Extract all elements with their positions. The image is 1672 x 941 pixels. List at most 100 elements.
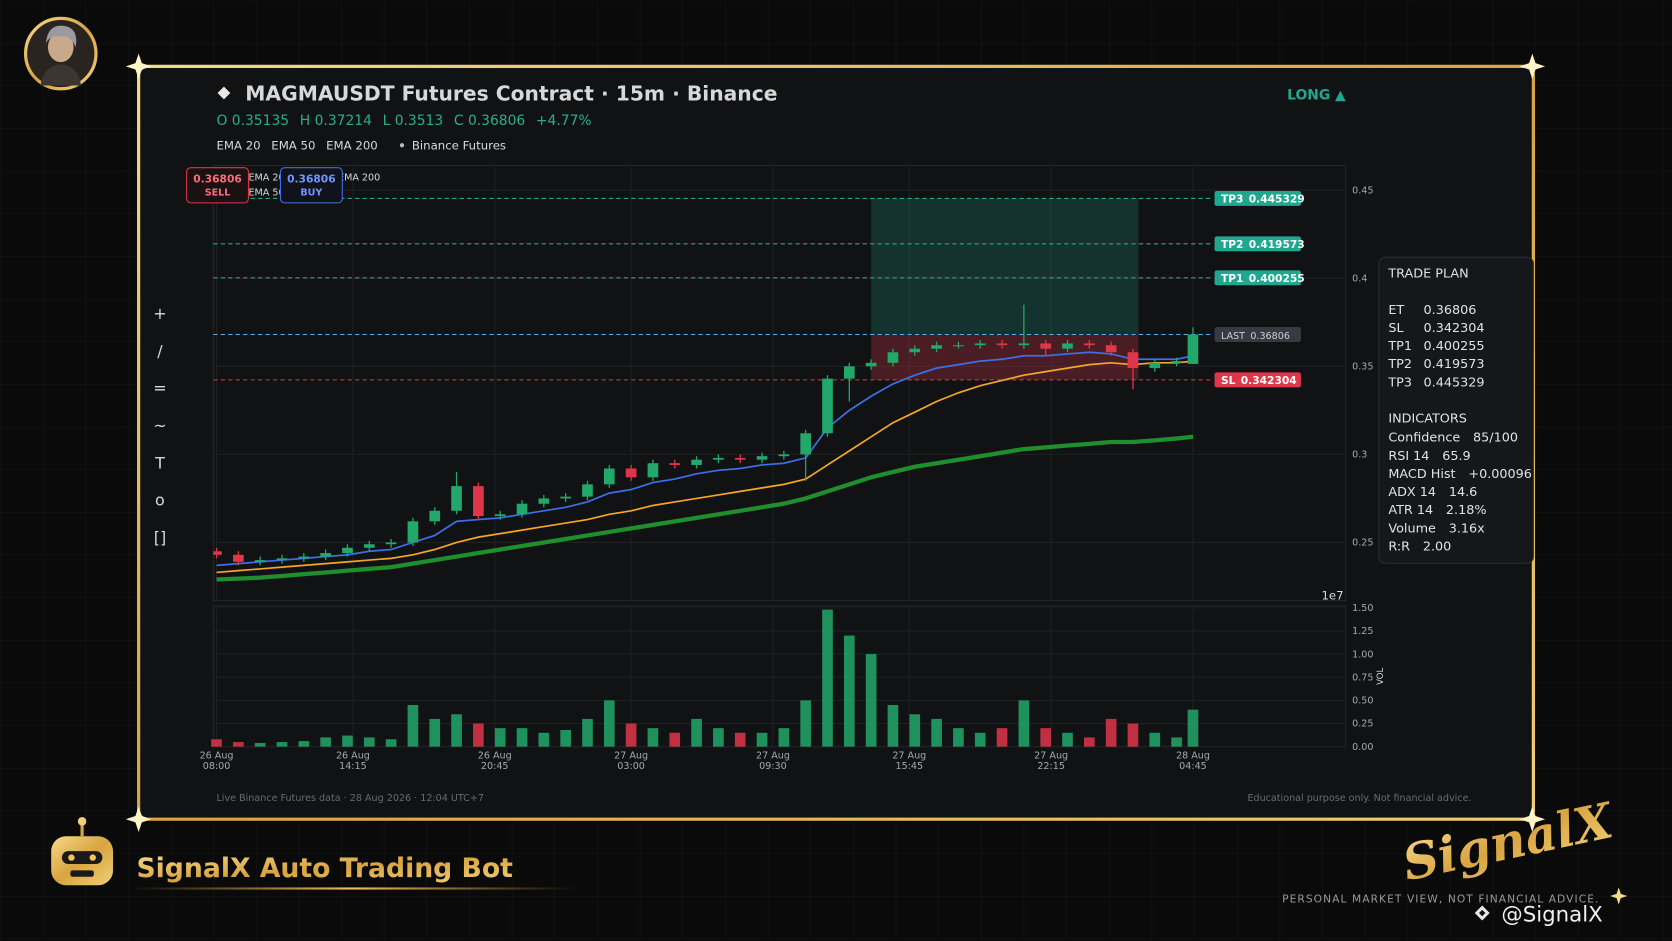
candle-body <box>865 362 877 367</box>
plan-value: 0.445329 <box>1424 375 1485 390</box>
volume-bar <box>603 700 615 747</box>
ema-line <box>216 351 1194 567</box>
candle-body <box>996 343 1008 346</box>
tool-button[interactable]: = <box>153 379 166 398</box>
level-value: 0.342304 <box>1241 374 1297 387</box>
candle-body <box>734 457 746 460</box>
brand-handle: @SignalX <box>1501 903 1602 928</box>
x-tick-label: 04:45 <box>1179 761 1207 772</box>
tool-button[interactable]: o <box>155 491 165 510</box>
plan-label: TP1 <box>1387 339 1412 354</box>
candle-body <box>843 366 855 379</box>
level-tag <box>1214 327 1301 342</box>
candle-body <box>800 433 811 455</box>
price-pane <box>212 164 1347 602</box>
candle-body <box>1149 362 1161 369</box>
buy-button[interactable]: 0.36806 BUY <box>279 167 343 204</box>
plan-label: TP2 <box>1387 357 1412 372</box>
tool-button[interactable]: + <box>153 304 166 323</box>
volume-tick-label: 1.25 <box>1352 626 1373 637</box>
plan-row: TP3 0.445329 <box>1387 375 1484 390</box>
candle-body <box>625 468 637 478</box>
indicator-legend: EMA 20 EMA 50 EMA 200 Binance Futures <box>216 139 506 153</box>
risk-zone <box>871 334 1139 380</box>
candle-body <box>429 510 441 522</box>
y-tick-label: 0.3 <box>1352 450 1367 461</box>
volume-bar <box>1171 737 1182 747</box>
candle-body <box>887 352 899 363</box>
volume-bar <box>887 705 899 747</box>
x-tick-label: 27 Aug <box>756 750 790 761</box>
bot-name: SignalX Auto Trading Bot <box>136 853 513 884</box>
volume-bar <box>1040 728 1052 747</box>
volume-axis-label: VOL <box>1376 667 1386 684</box>
overlay-legend: EMA 20 <box>248 172 284 183</box>
indicator-label: R:R <box>1388 539 1410 554</box>
avatar[interactable] <box>23 16 98 91</box>
axis-offset-label: 1e7 <box>1321 589 1343 603</box>
plan-label: SL <box>1388 321 1404 336</box>
volume-bar <box>778 728 790 747</box>
indicator-label: Confidence <box>1388 431 1460 446</box>
sell-button[interactable]: 0.36806 SELL <box>186 167 249 204</box>
indicator-row: ATR 14 2.18% <box>1388 503 1486 518</box>
candle-body <box>778 454 790 457</box>
candle-body <box>1040 343 1052 349</box>
candle-body <box>603 468 615 485</box>
indicator-row: ADX 14 14.6 <box>1388 485 1477 500</box>
volume-pane <box>212 605 1347 748</box>
volume-bar <box>298 741 310 747</box>
volume-bar <box>254 742 266 747</box>
volume-bar <box>625 723 637 747</box>
candle-body <box>756 456 768 460</box>
level-name: SL <box>1221 374 1236 387</box>
tool-button[interactable]: [] <box>154 528 166 547</box>
volume-bar <box>1105 718 1117 747</box>
indicator-row: Volume 3.16x <box>1388 521 1485 536</box>
volume-bar <box>713 728 724 747</box>
candle-body <box>691 459 702 465</box>
y-tick-label: 0.35 <box>1352 362 1373 373</box>
plan-label: TP3 <box>1387 375 1412 390</box>
ohlc-open: O 0.35135 <box>216 113 289 129</box>
volume-bar <box>974 732 986 747</box>
candle-body <box>407 521 419 543</box>
legend-item: EMA 50 <box>271 139 315 153</box>
volume-bar <box>800 700 811 747</box>
volume-bar <box>385 739 397 747</box>
volume-bar <box>276 742 288 747</box>
x-tick-label: 09:30 <box>759 761 787 772</box>
ohlc-low: L 0.3513 <box>383 113 444 129</box>
data-source: Binance Futures <box>412 139 506 153</box>
level-name: TP2 <box>1221 238 1244 251</box>
volume-bar <box>647 728 659 747</box>
target-zone <box>871 198 1139 335</box>
candle-body <box>213 551 222 555</box>
x-tick-label: 14:15 <box>339 761 367 772</box>
candle-body <box>538 498 550 504</box>
y-tick-label: 0.45 <box>1352 185 1373 196</box>
plan-value: 0.419573 <box>1424 357 1485 372</box>
x-tick-label: 03:00 <box>617 761 645 772</box>
tool-button[interactable]: T <box>154 453 165 472</box>
overlay-legend: EMA 50 <box>248 187 284 198</box>
indicator-value: 65.9 <box>1442 449 1470 464</box>
indicator-value: 85/100 <box>1473 431 1518 446</box>
level-label: SL 0.342304 <box>1221 374 1297 387</box>
plan-row: TP2 0.419573 <box>1387 357 1484 372</box>
candle-body <box>1062 343 1073 349</box>
indicator-label: ATR 14 <box>1388 503 1433 518</box>
level-name: LAST <box>1221 331 1245 342</box>
tool-button[interactable]: ~ <box>153 416 166 435</box>
bot-icon <box>51 817 114 886</box>
candle-body <box>1018 343 1030 346</box>
indicators-title: INDICATORS <box>1388 412 1466 427</box>
candle-body <box>385 542 397 545</box>
x-tick-label: 26 Aug <box>478 750 512 761</box>
x-tick-label: 22:15 <box>1037 761 1065 772</box>
volume-bar <box>843 635 855 747</box>
volume-bar <box>1187 709 1199 747</box>
tool-button[interactable]: / <box>157 341 163 360</box>
level-value: 0.400255 <box>1249 272 1305 285</box>
indicator-label: MACD Hist <box>1388 467 1455 482</box>
